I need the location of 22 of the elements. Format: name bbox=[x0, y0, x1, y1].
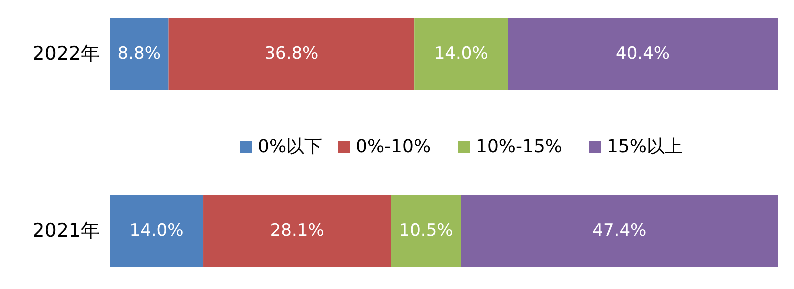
legend-label: 0%-10% bbox=[356, 136, 432, 158]
bar bbox=[168, 18, 415, 90]
bar bbox=[204, 195, 392, 267]
bar bbox=[461, 195, 778, 267]
y-tick-label: 2021年 bbox=[32, 220, 100, 242]
data-label: 40.4% bbox=[616, 44, 670, 64]
data-label: 36.8% bbox=[264, 44, 319, 64]
legend-label: 10%-15% bbox=[476, 136, 563, 158]
bar bbox=[508, 18, 778, 90]
legend-label: 15%以上 bbox=[607, 136, 684, 158]
data-label: 28.1% bbox=[270, 221, 324, 241]
y-tick-label: 2022年 bbox=[32, 43, 100, 65]
bar bbox=[391, 195, 462, 267]
data-label: 14.0% bbox=[130, 221, 184, 241]
data-label: 14.0% bbox=[434, 44, 488, 64]
bar bbox=[414, 18, 508, 90]
data-label: 8.8% bbox=[118, 44, 161, 64]
bar bbox=[110, 18, 169, 90]
data-label: 47.4% bbox=[592, 221, 647, 241]
bar bbox=[110, 195, 204, 267]
legend-label: 0%以下 bbox=[258, 136, 323, 158]
data-label: 10.5% bbox=[399, 221, 454, 241]
